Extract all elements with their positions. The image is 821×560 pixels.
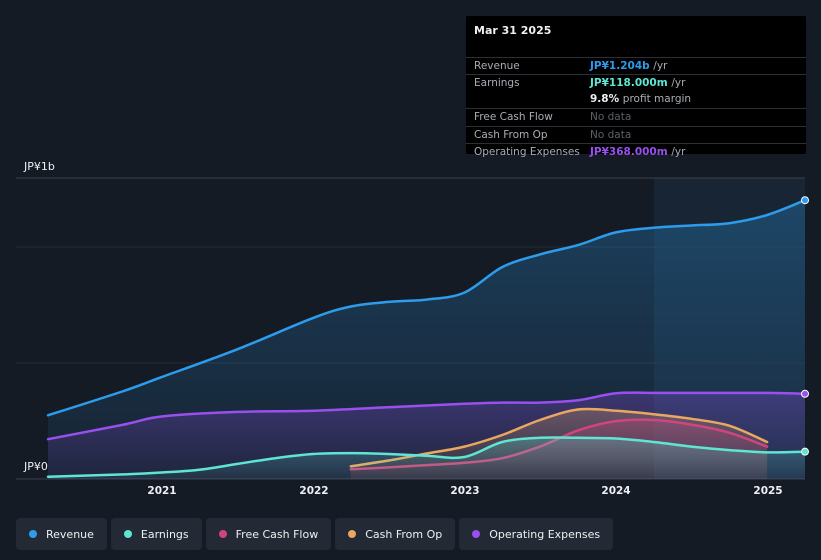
x-tick-2025: 2025 — [753, 485, 783, 497]
revenue-line — [46, 198, 807, 417]
cash-from-op-line — [349, 407, 769, 468]
legend-item-free-cash-flow[interactable]: Free Cash Flow — [205, 518, 332, 550]
y-axis-bottom-label: JP¥0 — [24, 460, 48, 473]
earnings-label: Earnings — [474, 77, 520, 89]
tooltip-row-opex: Operating Expenses JP¥368.000m /yr — [466, 143, 806, 160]
margin-value: 9.8% profit margin — [590, 93, 692, 105]
tooltip-row-fcf: Free Cash Flow No data — [466, 108, 806, 125]
earnings-line — [46, 436, 807, 478]
series-layer — [46, 196, 809, 479]
earnings-area — [48, 437, 805, 479]
legend: Revenue Earnings Free Cash Flow Cash Fro… — [16, 518, 614, 550]
revenue-label: Revenue — [474, 60, 520, 72]
x-tick-2021: 2021 — [147, 485, 177, 497]
x-tick-2022: 2022 — [299, 485, 329, 497]
operating-expenses-dot-icon — [472, 530, 481, 538]
tooltip-row-revenue: Revenue JP¥1.204b /yr — [466, 57, 806, 74]
legend-label-cash-from-op: Cash From Op — [365, 527, 443, 541]
tooltip-date: Mar 31 2025 — [474, 24, 552, 37]
free-cash-flow-dot-icon — [218, 530, 227, 538]
cash-from-op-dot-icon — [348, 530, 357, 538]
operating-expenses-line — [46, 391, 807, 441]
x-tick-2024: 2024 — [601, 485, 631, 497]
legend-item-revenue[interactable]: Revenue — [16, 518, 107, 550]
fcf-value: No data — [590, 111, 632, 123]
earnings-value: JP¥118.000m /yr — [590, 77, 686, 89]
legend-label-free-cash-flow: Free Cash Flow — [235, 527, 319, 541]
y-axis-top-label: JP¥1b — [24, 160, 55, 173]
legend-item-operating-expenses[interactable]: Operating Expenses — [459, 518, 614, 550]
tooltip-row-earnings: Earnings JP¥118.000m /yr — [466, 74, 806, 91]
revenue-dot-icon — [29, 530, 37, 538]
x-tick-2023: 2023 — [450, 485, 480, 497]
legend-label-operating-expenses: Operating Expenses — [489, 527, 601, 541]
earnings-end-point — [801, 447, 809, 456]
legend-label-earnings: Earnings — [140, 527, 189, 541]
legend-item-cash-from-op[interactable]: Cash From Op — [335, 518, 456, 550]
revenue-end-point — [801, 196, 809, 205]
cfo-value: No data — [590, 129, 632, 141]
operating-expenses-end-point — [801, 389, 809, 398]
legend-label-revenue: Revenue — [46, 527, 94, 541]
tooltip-row-margin: 9.8% profit margin — [466, 91, 806, 108]
tooltip-row-cfo: Cash From Op No data — [466, 126, 806, 143]
opex-label: Operating Expenses — [474, 146, 580, 158]
legend-item-earnings[interactable]: Earnings — [110, 518, 202, 550]
opex-value: JP¥368.000m /yr — [590, 146, 686, 158]
cfo-label: Cash From Op — [474, 129, 548, 141]
tooltip: Mar 31 2025 Revenue JP¥1.204b /yr Earnin… — [466, 16, 806, 158]
revenue-value: JP¥1.204b /yr — [590, 60, 668, 72]
earnings-dot-icon — [123, 530, 132, 538]
fcf-label: Free Cash Flow — [474, 111, 553, 123]
